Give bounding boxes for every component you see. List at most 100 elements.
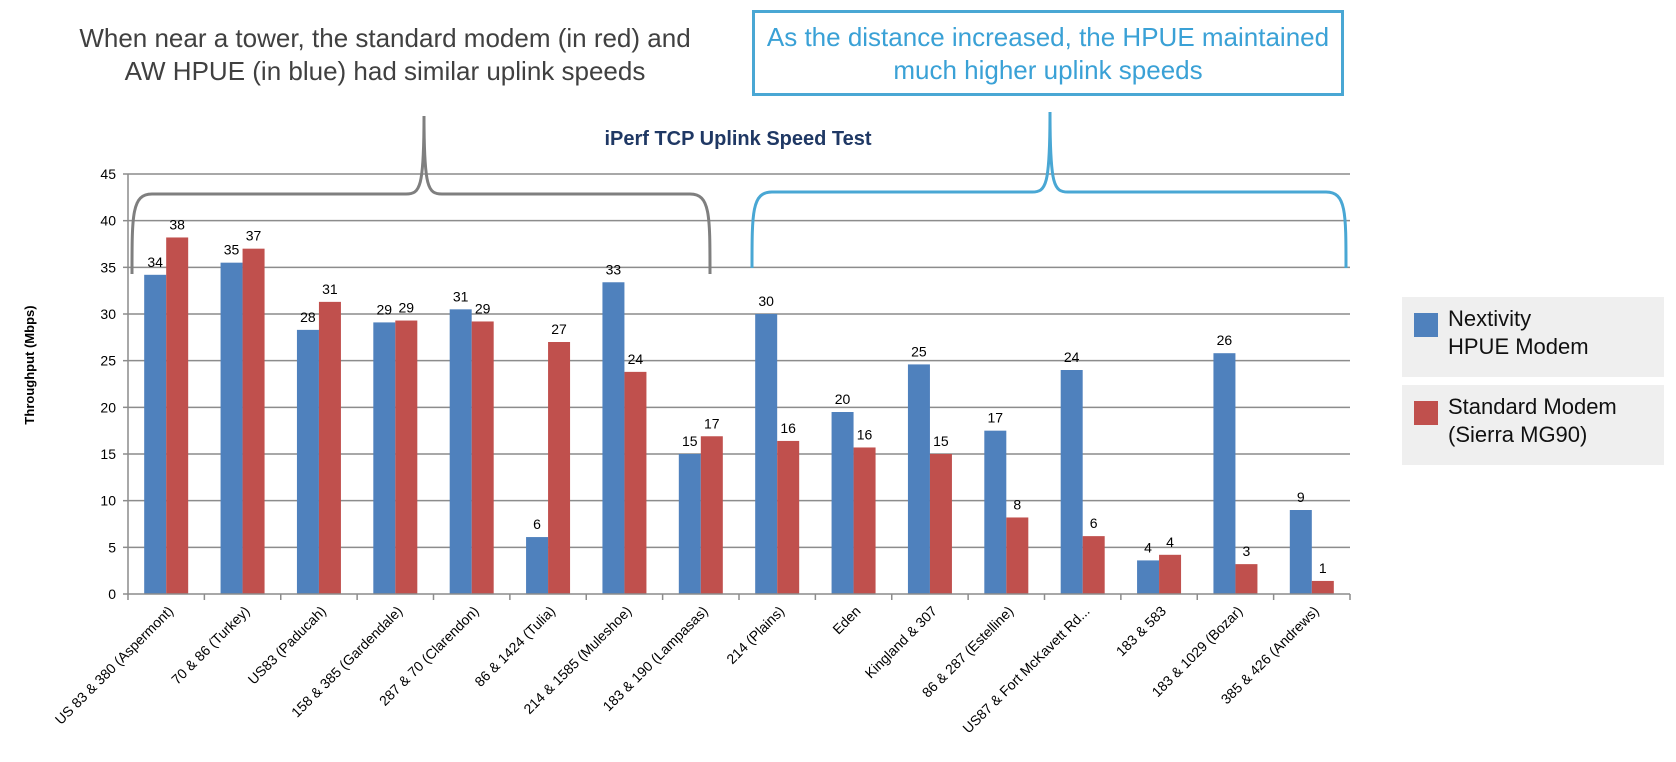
data-label: 17	[988, 410, 1004, 426]
x-tick-label: 70 & 86 (Turkey)	[168, 603, 253, 688]
data-label: 29	[475, 300, 491, 316]
bar-hpue	[1289, 510, 1312, 594]
bar-hpue	[373, 322, 396, 594]
bar-hpue	[526, 537, 549, 594]
bracket-distance	[750, 111, 1348, 269]
y-tick-label: 10	[100, 493, 116, 509]
annotation-brackets	[130, 111, 1348, 275]
y-tick-label: 0	[108, 586, 116, 602]
bar-hpue	[907, 364, 930, 594]
data-label: 24	[1064, 349, 1080, 365]
data-label: 15	[682, 433, 698, 449]
bar-standard	[1311, 580, 1334, 594]
data-label: 29	[399, 300, 415, 316]
bar-hpue	[296, 329, 319, 594]
y-tick-label: 40	[100, 213, 116, 229]
bracket-near-tower	[130, 115, 712, 275]
data-label: 29	[377, 301, 393, 317]
y-axis-label: Throughput (Mbps)	[22, 305, 37, 424]
annotation-near-tower: When near a tower, the standard modem (i…	[79, 23, 691, 86]
data-label: 1	[1319, 560, 1327, 576]
data-label: 31	[453, 288, 469, 304]
annotation-distance-text: As the distance increased, the HPUE main…	[766, 22, 1330, 85]
x-tick-label: 183 & 583	[1113, 603, 1170, 660]
bar-standard	[1006, 517, 1029, 594]
data-label: 3	[1243, 543, 1251, 559]
data-label: 34	[147, 254, 163, 270]
data-label: 24	[628, 351, 644, 367]
y-tick-label: 15	[100, 446, 116, 462]
data-label: 9	[1297, 489, 1305, 505]
bar-hpue	[1137, 560, 1160, 594]
annotation-distance: As the distance increased, the HPUE main…	[752, 10, 1344, 96]
bar-standard	[166, 237, 189, 594]
bar-standard	[853, 447, 876, 594]
data-label: 31	[322, 281, 338, 297]
legend-item-standard: Standard Modem (Sierra MG90)	[1402, 385, 1664, 465]
bar-hpue	[831, 412, 854, 594]
data-label: 30	[758, 293, 774, 309]
data-label: 20	[835, 391, 851, 407]
bar-standard	[624, 371, 647, 594]
bar-hpue	[449, 309, 472, 594]
legend-swatch-standard	[1414, 401, 1438, 425]
legend: Nextivity HPUE Modem Standard Modem (Sie…	[1402, 297, 1664, 473]
data-label: 8	[1013, 496, 1021, 512]
bar-hpue	[678, 454, 701, 594]
data-label: 16	[780, 420, 796, 436]
bar-standard	[1082, 536, 1105, 594]
bar-standard	[700, 436, 723, 594]
bar-hpue	[220, 262, 243, 594]
data-label: 26	[1217, 332, 1233, 348]
bar-hpue	[602, 282, 625, 594]
legend-label-standard: Standard Modem (Sierra MG90)	[1448, 394, 1617, 447]
bar-standard	[929, 454, 952, 594]
bar-hpue	[1060, 370, 1083, 594]
data-label: 15	[933, 433, 949, 449]
bar-standard	[777, 440, 800, 594]
data-label: 4	[1144, 539, 1152, 555]
data-label: 6	[533, 516, 541, 532]
x-tick-label: Kingland & 307	[862, 603, 941, 682]
data-label: 37	[246, 228, 262, 244]
x-tick-label: 214 (Plains)	[723, 603, 787, 667]
x-tick-label: US83 (Paducah)	[245, 603, 330, 688]
data-label: 25	[911, 343, 927, 359]
y-tick-label: 25	[100, 353, 116, 369]
bar-hpue	[144, 274, 167, 594]
x-tick-label: US87 & Fort McKavett Rd...	[959, 603, 1092, 736]
y-tick-label: 20	[100, 399, 116, 415]
legend-label-hpue: Nextivity HPUE Modem	[1448, 306, 1589, 359]
x-tick-label: US 83 & 380 (Aspermont)	[52, 603, 177, 728]
legend-swatch-hpue	[1414, 313, 1438, 337]
bar-standard	[1235, 564, 1258, 594]
data-label: 35	[224, 242, 240, 258]
bar-standard	[1159, 554, 1182, 594]
bar-standard	[318, 301, 341, 594]
data-label: 17	[704, 415, 720, 431]
data-label: 33	[606, 261, 622, 277]
bar-standard	[471, 321, 494, 594]
data-label: 38	[169, 216, 185, 232]
chart-title: iPerf TCP Uplink Speed Test	[604, 128, 871, 150]
y-tick-label: 30	[100, 306, 116, 322]
bar-hpue	[755, 314, 778, 594]
data-label: 27	[551, 321, 567, 337]
legend-item-hpue: Nextivity HPUE Modem	[1402, 297, 1664, 377]
bar-standard	[395, 320, 418, 594]
x-tick-label: Eden	[829, 603, 863, 637]
bar-hpue	[984, 430, 1007, 594]
y-tick-label: 5	[108, 539, 116, 555]
x-tick-label: 86 & 1424 (Tulia)	[471, 603, 558, 690]
bar-standard	[242, 248, 265, 594]
y-tick-label: 45	[100, 166, 116, 182]
bar-hpue	[1213, 353, 1236, 594]
y-tick-label: 35	[100, 259, 116, 275]
data-label: 6	[1090, 515, 1098, 531]
data-label: 28	[300, 309, 316, 325]
data-label: 16	[857, 426, 873, 442]
bar-standard	[548, 342, 571, 594]
data-label: 4	[1166, 534, 1174, 550]
